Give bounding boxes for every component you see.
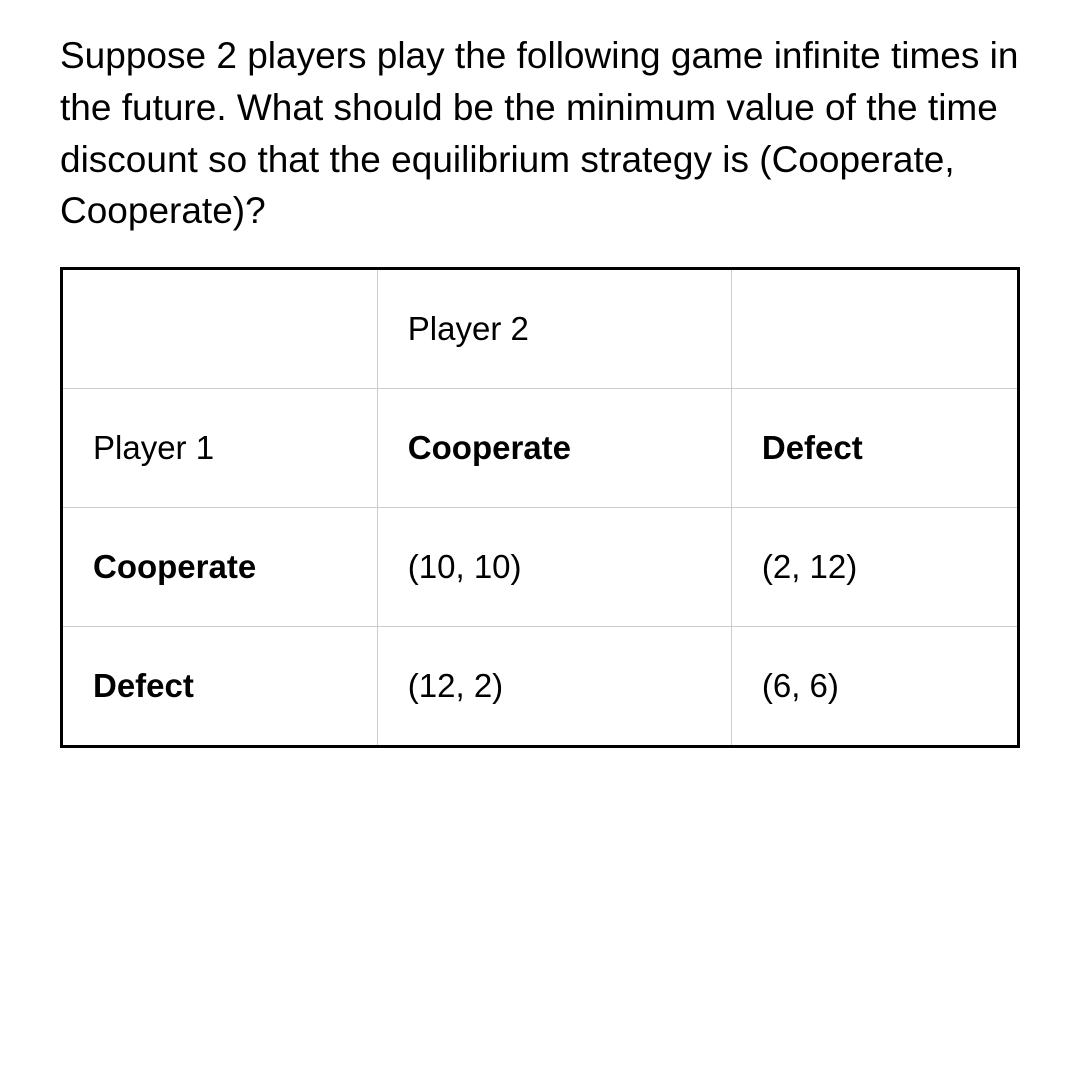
cell-payoff-cd: (2, 12) xyxy=(731,508,1018,627)
table-row: Player 2 xyxy=(62,269,1019,389)
table-row: Player 1 Cooperate Defect xyxy=(62,389,1019,508)
cell-payoff-dd: (6, 6) xyxy=(731,627,1018,747)
question-text: Suppose 2 players play the following gam… xyxy=(60,30,1020,237)
payoff-matrix-table: Player 2 Player 1 Cooperate Defect Coope… xyxy=(60,267,1020,748)
cell-payoff-dc: (12, 2) xyxy=(377,627,731,747)
cell-defect-col-header: Defect xyxy=(731,389,1018,508)
cell-payoff-cc: (10, 10) xyxy=(377,508,731,627)
cell-empty xyxy=(731,269,1018,389)
cell-cooperate-row-header: Cooperate xyxy=(62,508,378,627)
table-row: Cooperate (10, 10) (2, 12) xyxy=(62,508,1019,627)
table-row: Defect (12, 2) (6, 6) xyxy=(62,627,1019,747)
cell-empty xyxy=(62,269,378,389)
cell-player2-header: Player 2 xyxy=(377,269,731,389)
cell-defect-row-header: Defect xyxy=(62,627,378,747)
cell-cooperate-col-header: Cooperate xyxy=(377,389,731,508)
cell-player1-header: Player 1 xyxy=(62,389,378,508)
